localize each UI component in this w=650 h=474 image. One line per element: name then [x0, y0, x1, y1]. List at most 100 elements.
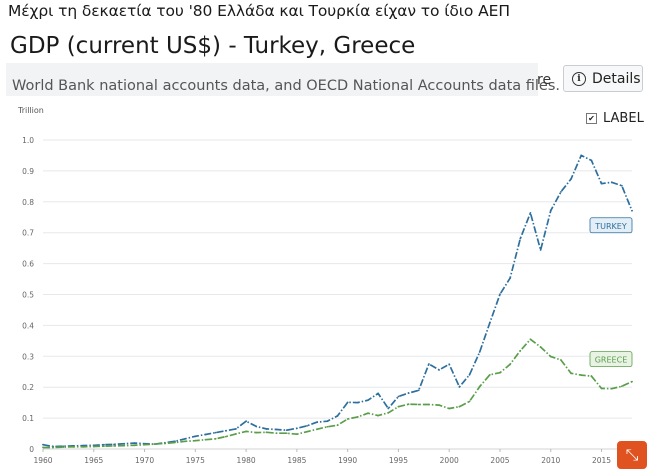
data-point-turkey: [620, 184, 623, 187]
data-point-turkey: [529, 212, 532, 214]
data-point-turkey: [316, 421, 319, 424]
data-point-greece: [407, 403, 410, 406]
data-point-turkey: [590, 159, 593, 162]
data-point-turkey: [427, 363, 430, 365]
share-button-fragment[interactable]: re: [537, 72, 552, 88]
data-point-greece: [113, 445, 115, 447]
y-tick-label: 0.8: [22, 198, 34, 207]
data-point-greece: [610, 387, 613, 390]
y-tick-label: 1.0: [22, 136, 34, 145]
data-point-greece: [62, 446, 65, 449]
data-point-greece: [620, 385, 623, 388]
series-line-greece: [43, 338, 633, 449]
data-point-greece: [570, 372, 572, 375]
data-point-greece: [143, 443, 146, 446]
data-point-greece: [42, 446, 44, 449]
data-point-turkey: [204, 433, 207, 436]
y-tick-label: 0.6: [22, 260, 34, 269]
y-tick-label: 0.9: [22, 167, 34, 176]
data-point-greece: [316, 428, 319, 431]
data-point-turkey: [631, 209, 633, 212]
x-tick-label: 1960: [33, 456, 52, 465]
data-point-greece: [153, 443, 156, 445]
x-tick-label: 1965: [84, 456, 103, 465]
data-point-turkey: [194, 435, 197, 438]
series-line-turkey: [42, 154, 633, 448]
data-point-turkey: [407, 392, 410, 394]
label-checkbox[interactable]: ✔: [586, 113, 597, 124]
data-point-greece: [488, 373, 491, 376]
x-tick-label: 1995: [389, 456, 408, 465]
data-point-turkey: [570, 178, 572, 180]
data-point-turkey: [295, 427, 298, 430]
data-point-turkey: [245, 420, 248, 423]
x-tick-label: 1970: [135, 456, 154, 465]
data-point-greece: [438, 404, 440, 407]
source-note: World Bank national accounts data, and O…: [12, 78, 560, 94]
data-point-greece: [448, 407, 451, 410]
data-point-turkey: [103, 443, 105, 446]
data-point-turkey: [133, 442, 136, 445]
data-point-greece: [377, 414, 380, 417]
data-point-turkey: [458, 385, 461, 388]
label-toggle[interactable]: ✔ LABEL: [586, 111, 644, 126]
x-tick-label: 2005: [490, 456, 509, 465]
data-point-turkey: [468, 373, 471, 376]
data-point-turkey: [509, 277, 512, 280]
y-tick-label: 0.4: [22, 321, 34, 330]
data-point-turkey: [214, 431, 217, 434]
data-point-turkey: [478, 351, 481, 353]
data-point-greece: [367, 412, 369, 415]
data-point-turkey: [539, 249, 542, 251]
series-end-label-box: [589, 351, 633, 368]
post-caption: Μέχρι τη δεκαετία του '80 Ελλάδα και Του…: [8, 2, 510, 20]
data-point-greece: [52, 446, 55, 449]
data-point-turkey: [336, 415, 339, 417]
data-point-greece: [174, 441, 176, 444]
series-end-label-turkey: TURKEY: [594, 222, 627, 231]
x-tick-label: 2000: [440, 456, 459, 465]
data-point-greece: [458, 405, 461, 408]
x-tick-label: 2015: [592, 456, 611, 465]
details-button[interactable]: i Details: [563, 65, 643, 92]
data-point-turkey: [255, 425, 258, 428]
data-point-greece: [163, 442, 166, 445]
data-point-greece: [72, 445, 75, 448]
data-point-greece: [133, 444, 136, 447]
data-point-turkey: [306, 424, 308, 427]
y-tick-label: 0.2: [22, 383, 34, 392]
data-point-greece: [275, 432, 278, 435]
y-tick-label: 0.7: [22, 229, 34, 238]
chart-title: GDP (current US$) - Turkey, Greece: [10, 33, 416, 59]
data-point-turkey: [123, 442, 126, 445]
series-end-label-greece: GREECE: [595, 356, 628, 365]
data-point-greece: [549, 355, 552, 358]
data-point-turkey: [438, 368, 440, 371]
data-point-turkey: [42, 443, 44, 446]
series-end-label-box: [589, 217, 633, 234]
data-point-greece: [265, 431, 268, 434]
data-point-greece: [92, 445, 95, 448]
x-tick-label: 1980: [237, 456, 256, 465]
y-tick-label: 0: [29, 445, 34, 454]
label-toggle-text: LABEL: [603, 111, 644, 126]
data-point-greece: [123, 444, 126, 447]
y-tick-label: 0.1: [22, 414, 34, 423]
data-point-greece: [600, 387, 603, 390]
data-point-turkey: [367, 399, 369, 402]
data-point-greece: [184, 440, 187, 443]
data-point-greece: [631, 380, 633, 383]
y-tick-label: 0.3: [22, 352, 34, 361]
y-axis-unit-label: Trillion: [18, 106, 44, 115]
fullscreen-icon[interactable]: ⤡: [617, 441, 647, 469]
data-point-greece: [356, 415, 359, 418]
y-tick-label: 0.5: [22, 291, 34, 300]
data-point-turkey: [549, 209, 552, 212]
data-point-greece: [235, 432, 237, 435]
data-point-greece: [509, 363, 512, 366]
data-point-turkey: [184, 437, 187, 440]
data-point-greece: [590, 375, 593, 377]
data-point-turkey: [417, 389, 420, 392]
data-point-greece: [194, 439, 197, 442]
